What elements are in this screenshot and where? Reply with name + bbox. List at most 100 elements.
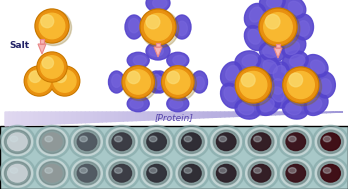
Circle shape	[28, 70, 50, 92]
Polygon shape	[212, 112, 216, 117]
Polygon shape	[119, 112, 123, 121]
Circle shape	[266, 15, 280, 29]
Ellipse shape	[0, 157, 35, 189]
Ellipse shape	[182, 133, 201, 151]
Ellipse shape	[153, 0, 167, 8]
Polygon shape	[60, 112, 64, 124]
Ellipse shape	[254, 168, 261, 173]
Ellipse shape	[221, 83, 242, 108]
Ellipse shape	[243, 157, 279, 189]
Ellipse shape	[77, 164, 97, 182]
Ellipse shape	[109, 162, 135, 185]
Ellipse shape	[267, 0, 282, 8]
Ellipse shape	[260, 9, 300, 49]
Circle shape	[35, 9, 69, 43]
Ellipse shape	[283, 162, 309, 185]
Circle shape	[260, 9, 296, 45]
Ellipse shape	[129, 19, 140, 33]
Ellipse shape	[8, 164, 27, 182]
Circle shape	[55, 71, 66, 83]
Polygon shape	[296, 112, 301, 114]
Polygon shape	[259, 112, 263, 115]
Ellipse shape	[42, 133, 62, 151]
Ellipse shape	[272, 79, 284, 94]
Polygon shape	[225, 112, 229, 117]
Polygon shape	[195, 112, 199, 118]
Ellipse shape	[167, 52, 189, 68]
Ellipse shape	[167, 96, 189, 112]
Ellipse shape	[39, 162, 65, 185]
Polygon shape	[38, 44, 46, 54]
Polygon shape	[229, 112, 233, 117]
Ellipse shape	[34, 157, 70, 189]
Circle shape	[237, 68, 270, 102]
Ellipse shape	[246, 128, 276, 156]
Ellipse shape	[219, 136, 227, 142]
Ellipse shape	[284, 68, 322, 106]
Polygon shape	[288, 112, 292, 114]
Ellipse shape	[5, 162, 30, 185]
Polygon shape	[274, 48, 282, 58]
Polygon shape	[5, 112, 9, 126]
Polygon shape	[153, 112, 157, 120]
Circle shape	[51, 67, 79, 95]
Polygon shape	[250, 112, 254, 116]
Ellipse shape	[8, 133, 27, 151]
Circle shape	[166, 70, 190, 94]
Polygon shape	[115, 112, 119, 122]
Ellipse shape	[216, 164, 236, 182]
Polygon shape	[34, 112, 39, 125]
Circle shape	[36, 10, 68, 42]
Circle shape	[38, 53, 66, 81]
Polygon shape	[326, 112, 330, 113]
Ellipse shape	[226, 66, 238, 81]
Polygon shape	[292, 112, 296, 114]
Ellipse shape	[72, 128, 102, 156]
Ellipse shape	[321, 164, 340, 182]
Ellipse shape	[176, 128, 207, 156]
Ellipse shape	[149, 46, 164, 56]
Polygon shape	[98, 112, 102, 122]
Ellipse shape	[152, 71, 168, 93]
Circle shape	[283, 67, 319, 103]
Ellipse shape	[313, 125, 348, 158]
Ellipse shape	[248, 162, 274, 185]
Polygon shape	[111, 112, 115, 122]
Ellipse shape	[307, 98, 322, 112]
Ellipse shape	[139, 157, 175, 189]
Ellipse shape	[286, 102, 301, 115]
Ellipse shape	[283, 99, 308, 119]
Ellipse shape	[173, 157, 209, 189]
Ellipse shape	[236, 68, 274, 106]
Ellipse shape	[242, 55, 258, 67]
Ellipse shape	[169, 99, 183, 108]
Polygon shape	[77, 112, 81, 123]
Polygon shape	[89, 112, 94, 122]
Ellipse shape	[106, 128, 137, 156]
Ellipse shape	[144, 162, 169, 185]
Polygon shape	[154, 47, 162, 57]
Polygon shape	[140, 112, 144, 120]
Ellipse shape	[268, 83, 289, 108]
Ellipse shape	[127, 52, 149, 68]
Polygon shape	[322, 112, 326, 113]
Ellipse shape	[72, 159, 102, 187]
Ellipse shape	[313, 157, 348, 189]
Circle shape	[289, 73, 303, 87]
Circle shape	[161, 66, 194, 98]
Ellipse shape	[10, 136, 18, 142]
Circle shape	[146, 15, 160, 29]
Ellipse shape	[77, 133, 97, 151]
Ellipse shape	[319, 79, 331, 94]
Ellipse shape	[282, 36, 306, 58]
Ellipse shape	[184, 168, 192, 173]
Polygon shape	[85, 112, 89, 123]
Polygon shape	[275, 112, 280, 115]
Polygon shape	[221, 112, 225, 117]
Polygon shape	[52, 112, 56, 124]
Ellipse shape	[141, 10, 179, 48]
Ellipse shape	[243, 125, 279, 158]
Circle shape	[127, 71, 140, 84]
Polygon shape	[305, 112, 309, 114]
Ellipse shape	[184, 136, 192, 142]
